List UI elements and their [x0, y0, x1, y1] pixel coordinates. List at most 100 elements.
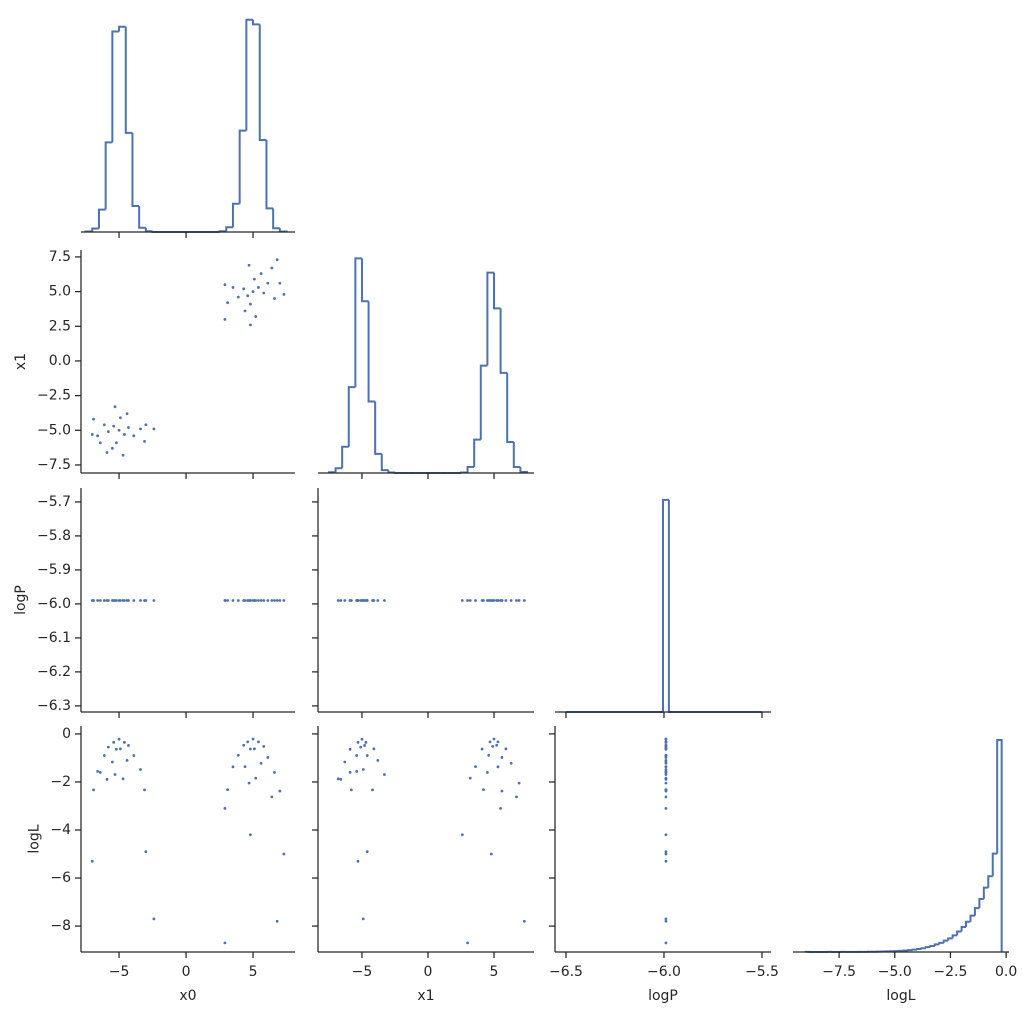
point [460, 599, 464, 602]
point [106, 430, 110, 434]
y-axis-label: logP [13, 585, 29, 615]
histogram-step [238, 129, 247, 204]
x-tick-label: −5.5 [745, 964, 779, 980]
point [504, 599, 508, 602]
point [247, 781, 251, 785]
histogram-step [252, 19, 260, 26]
histogram-step [924, 946, 931, 949]
point [474, 765, 477, 768]
point [98, 599, 102, 602]
point [251, 737, 255, 741]
point [113, 405, 117, 409]
point [236, 753, 240, 757]
point [361, 599, 365, 602]
histogram-step [978, 898, 984, 909]
y-tick-label: 7.5 [49, 249, 71, 265]
point [252, 747, 256, 751]
histogram-step [91, 227, 99, 232]
point [257, 286, 260, 289]
point [491, 745, 495, 748]
y-axis-label: x1 [13, 353, 29, 370]
point [248, 747, 252, 751]
histogram-step [131, 132, 140, 208]
point [496, 765, 500, 769]
histogram-step [499, 308, 508, 374]
x-tick-label: 5 [249, 964, 258, 980]
point [226, 301, 229, 305]
point [517, 781, 521, 785]
point [359, 599, 363, 602]
point [278, 599, 282, 602]
point [125, 599, 129, 602]
point [270, 599, 274, 602]
point [248, 599, 252, 602]
point [106, 745, 110, 749]
point [515, 795, 518, 799]
point [132, 434, 136, 438]
point [517, 599, 521, 602]
point [348, 770, 352, 774]
y-tick-label: −2 [50, 774, 71, 790]
histogram-step [492, 272, 501, 310]
y-tick-label: −6.1 [37, 630, 71, 646]
point [664, 737, 668, 741]
point [339, 777, 343, 781]
histogram-step [667, 499, 762, 713]
histogram-step [360, 258, 369, 303]
histogram-step [466, 466, 475, 473]
point [139, 427, 142, 431]
histogram-step [111, 30, 120, 143]
point [90, 599, 94, 602]
point [246, 294, 250, 298]
histogram-step [996, 739, 1003, 952]
point [231, 599, 235, 602]
point [125, 412, 129, 416]
point [139, 768, 142, 771]
point [499, 806, 502, 810]
point [355, 754, 359, 757]
point [242, 743, 246, 747]
histogram-step [987, 875, 993, 888]
point [664, 753, 668, 757]
point [282, 292, 286, 296]
point [117, 737, 121, 741]
point [110, 599, 114, 602]
point [500, 756, 504, 759]
point [278, 281, 282, 285]
point [664, 788, 668, 792]
point [254, 315, 258, 318]
point [248, 323, 252, 327]
point [480, 747, 484, 751]
point [489, 852, 493, 856]
x-tick-label: 5 [490, 964, 499, 980]
point [460, 833, 464, 837]
point [664, 781, 668, 785]
x-tick-label: 0.0 [995, 964, 1017, 980]
point [474, 599, 477, 602]
point [482, 788, 485, 792]
histogram-step [367, 301, 376, 403]
point [664, 850, 668, 854]
point [468, 599, 472, 602]
histogram-step [380, 453, 389, 472]
y-tick-label: −6.3 [37, 698, 71, 714]
point [127, 744, 130, 747]
point [96, 434, 100, 438]
point [275, 919, 279, 923]
point [343, 599, 347, 602]
histogram-step [929, 944, 935, 948]
point [356, 740, 360, 744]
point [123, 433, 126, 436]
point [355, 769, 359, 773]
point [226, 599, 229, 602]
point [664, 768, 668, 771]
point [105, 451, 109, 454]
point [152, 599, 156, 602]
histogram-step [920, 947, 926, 950]
y-tick-label: −4 [50, 822, 71, 838]
point [664, 758, 668, 762]
point [487, 753, 491, 757]
histogram-step [265, 140, 274, 210]
point [664, 795, 668, 799]
histogram-step [506, 372, 514, 443]
